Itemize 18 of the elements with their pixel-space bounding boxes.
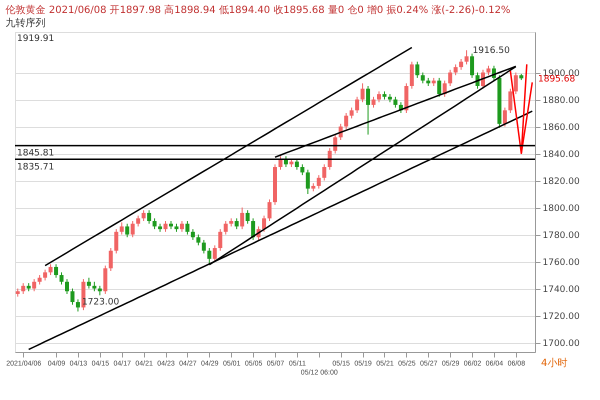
y-tick-label: 1840.00 [542, 150, 580, 160]
y-tick-label: 1720.00 [542, 312, 580, 322]
annotation: 1916.50 [472, 46, 510, 56]
y-tick-label: 1820.00 [542, 177, 580, 188]
y-tick-label: 1700.00 [542, 339, 580, 350]
ref-line-label: 1845.81 [17, 148, 54, 159]
text: 1895.68 [538, 74, 576, 84]
y-tick-label: 1760.00 [542, 258, 580, 268]
y-tick-label: 1860.00 [542, 123, 580, 134]
chart-subtitle: 九转序列 [6, 17, 46, 29]
chart-title: 伦敦黄金 2021/06/08 开1897.98 高1898.94 低1894.40 收1895.68 量0 仓0 增0 振0.24% 涨(-2.26)-0.12% [6, 4, 510, 16]
y-tick-label: 1880.00 [542, 96, 580, 106]
annotation: 1919.91 [17, 34, 54, 44]
ref-line-label: 1835.71 [17, 162, 54, 172]
text: 4小时 [541, 357, 568, 369]
y-tick-label: 1780.00 [542, 231, 580, 242]
y-tick-label: 1800.00 [542, 204, 580, 214]
y-tick-label: 1740.00 [542, 285, 580, 296]
